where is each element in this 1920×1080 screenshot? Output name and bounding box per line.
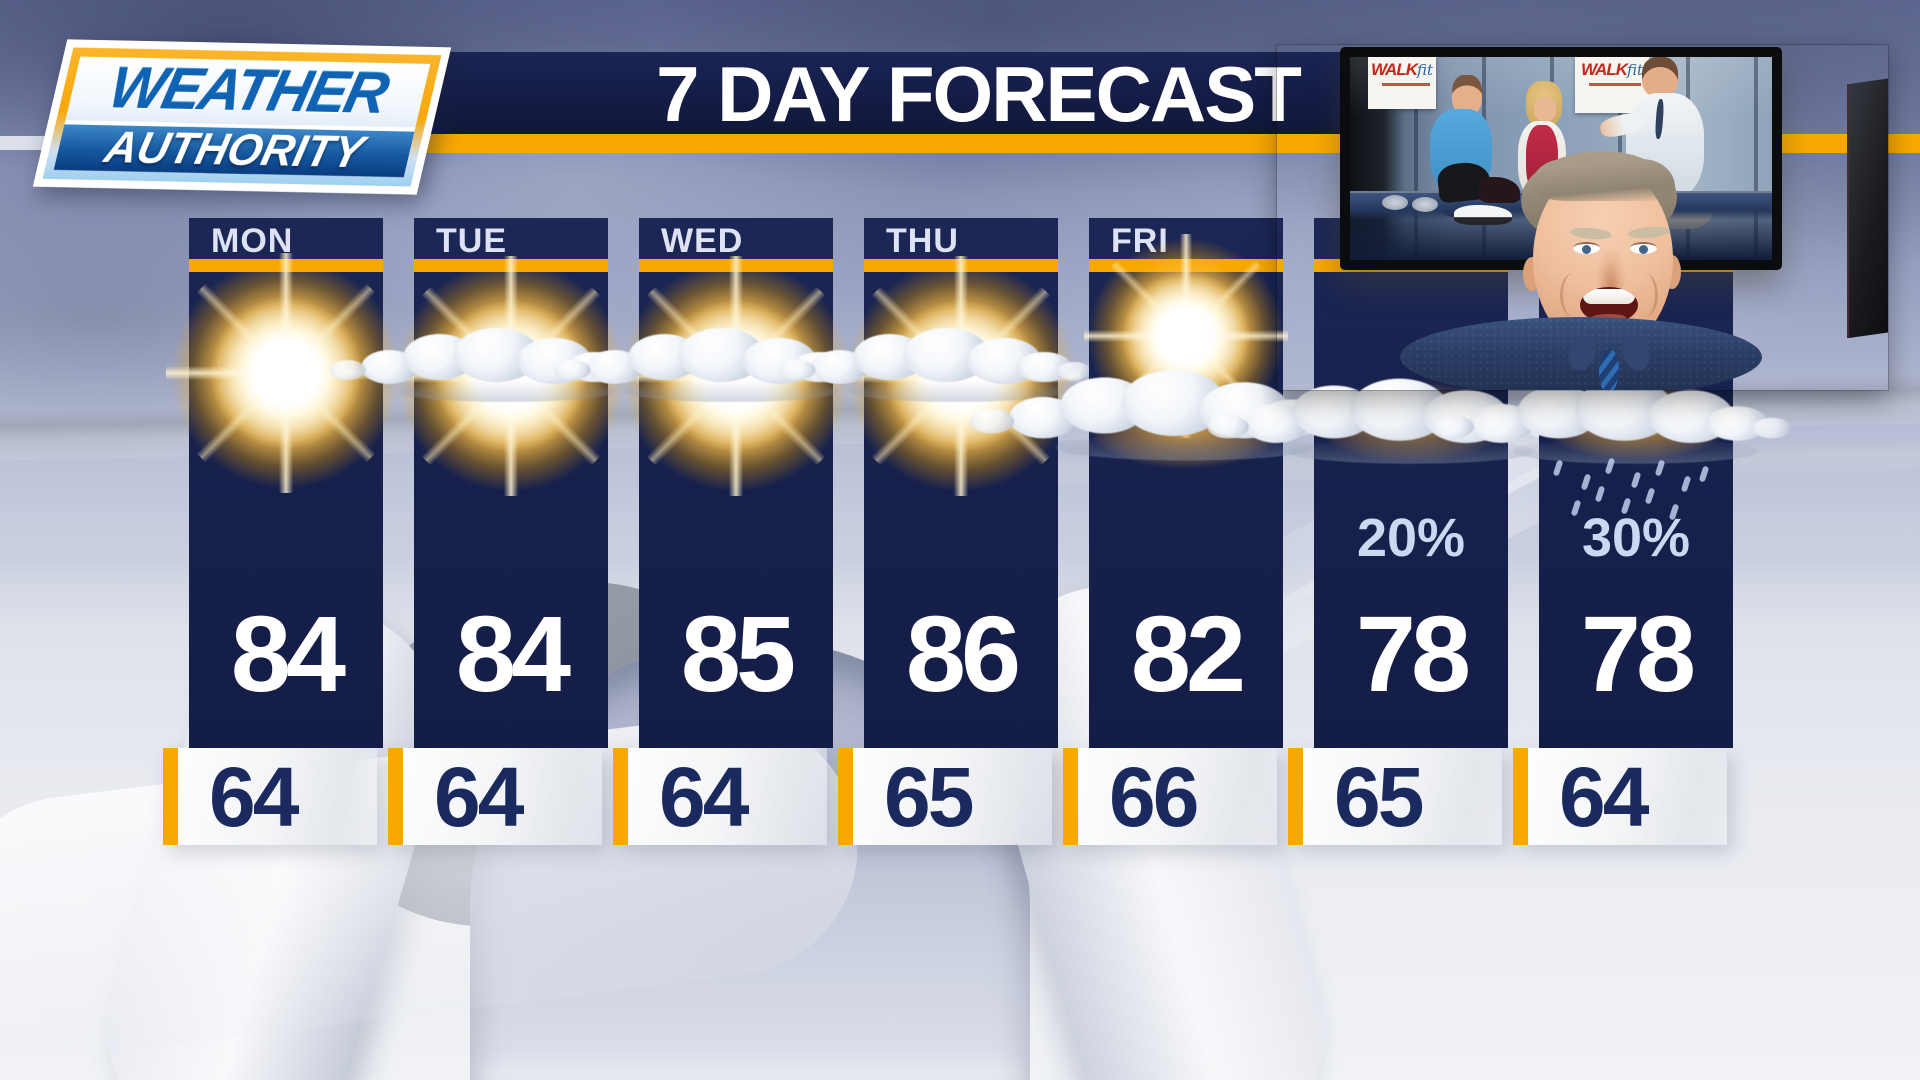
high-temp: 85 [680,593,796,714]
day-accent-stripe [189,259,383,272]
low-temp-panel: 64 [613,748,827,845]
weatherman [1277,45,1888,390]
walkfit-poster: WALKfit [1368,57,1436,109]
low-temp-panel: 64 [1513,748,1727,845]
high-temp: 86 [905,593,1021,714]
sun-icon [391,256,631,496]
insole-tray [1382,195,1408,210]
poster-caption-line [1589,83,1641,86]
low-temp: 64 [659,750,749,844]
low-temp: 64 [1559,750,1649,844]
sun-glow [1541,381,1731,459]
day-column: TUE 84 [329,218,642,748]
low-temp: 66 [1109,750,1199,844]
low-temp-panel: 64 [163,748,377,845]
sun-icon [616,256,856,496]
day-label: TUE [436,222,507,260]
day-label: FRI [1111,222,1169,260]
day-accent-stripe [1089,259,1283,272]
precip-chance: 20% [1356,508,1466,568]
low-temp: 65 [1334,750,1424,844]
black-shoe [1478,177,1520,203]
cloud-icon [554,328,867,402]
sun-icon [166,253,406,493]
day-column: FRI 82 [970,218,1351,748]
poster-caption-line [1382,83,1430,86]
logo-word-authority: AUTHORITY [100,123,369,178]
cloud-icon [1207,378,1567,464]
low-temp-panel: 66 [1063,748,1277,845]
day-label: THU [886,222,959,260]
day-column: MON 84 [166,218,406,748]
day-label: WED [661,222,744,260]
day-column: WED 85 [554,218,867,748]
high-temp: 78 [1580,593,1696,714]
low-temp-panel: 65 [1288,748,1502,845]
precip-chance: 30% [1581,508,1691,568]
day-accent-stripe [414,259,608,272]
low-temp: 64 [434,750,524,844]
weather-authority-logo: WEATHER AUTHORITY [32,39,452,195]
cloud-icon [329,328,642,402]
page-title: 7 DAY FORECAST [656,50,1302,138]
low-temp-panel: 64 [388,748,602,845]
logo-frame: WEATHER AUTHORITY [32,39,452,195]
high-temp: 78 [1355,593,1471,714]
day-accent-stripe [864,259,1058,272]
weatherman-tie [1598,348,1620,390]
high-temp: 84 [455,593,571,714]
high-temp: 84 [230,593,346,714]
cloud-icon [779,328,1092,402]
sun-icon [841,256,1081,496]
low-temp: 64 [209,750,299,844]
video-inset: WALKfit WALKfit [1277,45,1888,390]
high-temp: 82 [1130,593,1246,714]
insole-tray [1412,197,1438,212]
sun-glow [1316,383,1506,461]
logo-word-weather: WEATHER [103,56,394,126]
day-column: THU 86 [779,218,1092,748]
day-label: MON [211,222,294,260]
low-temp: 65 [884,750,974,844]
white-sneaker [1454,205,1512,225]
day-accent-stripe [639,259,833,272]
cloud-icon [1432,378,1792,464]
walkfit-poster: WALKfit [1575,57,1649,113]
sun-glow [1091,389,1281,467]
low-temp-panel: 65 [838,748,1052,845]
